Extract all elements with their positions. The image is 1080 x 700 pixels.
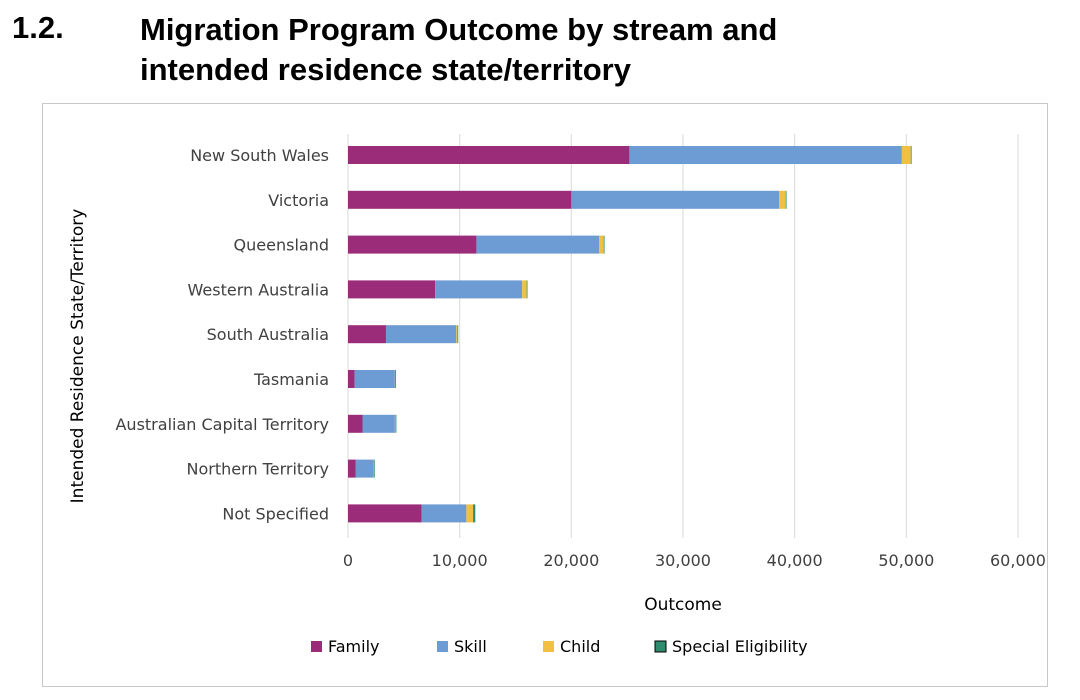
stacked-bar-chart: 0 10,000 20,000 30,000 40,000 50,000 60,000 New… xyxy=(68,134,1046,656)
bar-segment-skill xyxy=(629,146,902,164)
legend-label: Family xyxy=(328,637,379,656)
section-number: 1.2. xyxy=(12,10,64,45)
x-tick-label: 60,000 xyxy=(990,551,1046,570)
bar-segment-special-eligibility xyxy=(526,280,528,299)
legend-swatch-special-eligibility xyxy=(654,640,667,653)
category-label: Western Australia xyxy=(188,280,329,299)
bar-segment-child xyxy=(901,146,911,164)
bar-segment-family xyxy=(348,146,630,164)
legend-label: Skill xyxy=(454,637,487,656)
category-label: Northern Territory xyxy=(187,460,329,479)
bar-segment-special-eligibility xyxy=(473,504,476,523)
category-label: Tasmania xyxy=(253,370,329,389)
heading: 1.2. Migration Program Outcome by stream… xyxy=(0,0,1080,100)
bar-segment-family xyxy=(348,504,422,523)
bar-segment-skill xyxy=(354,370,395,388)
bar-segment-skill xyxy=(421,504,467,523)
legend-label: Child xyxy=(560,637,600,656)
bar-segment-family xyxy=(348,325,386,344)
bar-segment-skill xyxy=(435,280,523,299)
bar-segment-child xyxy=(456,325,458,344)
chart-frame: 0 10,000 20,000 30,000 40,000 50,000 60,000 New… xyxy=(42,103,1048,687)
category-label: Queensland xyxy=(234,236,329,255)
x-tick-label: 50,000 xyxy=(878,551,934,570)
bar-segment-family xyxy=(348,414,363,433)
bar-segment-skill xyxy=(362,414,395,433)
x-tick-label: 40,000 xyxy=(767,551,823,570)
bar-segment-special-eligibility xyxy=(395,370,397,388)
section-title-line-2: intended residence state/territory xyxy=(140,52,631,87)
section-title-line-1: Migration Program Outcome by stream and xyxy=(140,12,778,47)
bar-segment-special-eligibility xyxy=(457,325,459,344)
bar-segment-skill xyxy=(476,235,600,254)
bar-segment-skill xyxy=(571,190,780,209)
bar-segment-child xyxy=(394,414,396,433)
y-axis-title: Intended Residence State/Territory xyxy=(68,209,88,504)
category-label: Victoria xyxy=(268,191,329,210)
bar-segment-child xyxy=(522,280,527,299)
legend-swatch-child xyxy=(543,641,554,652)
bar-segment-skill xyxy=(355,459,374,478)
bar-segment-child xyxy=(779,190,786,209)
bar-segment-family xyxy=(348,280,436,299)
bar-segment-special-eligibility xyxy=(395,414,397,433)
bar-segment-special-eligibility xyxy=(910,146,912,164)
legend-swatch-family xyxy=(311,641,322,652)
legend-swatch-skill xyxy=(437,641,448,652)
bar-segment-family xyxy=(348,459,356,478)
section-title: Migration Program Outcome by stream and … xyxy=(140,10,940,90)
legend-label: Special Eligibility xyxy=(672,637,808,656)
category-label: Not Specified xyxy=(222,504,329,523)
x-axis-title: Outcome xyxy=(644,595,722,615)
bar-segment-special-eligibility xyxy=(785,190,787,209)
bar-segment-family xyxy=(348,235,477,254)
bar-segment-family xyxy=(348,190,572,209)
category-label: South Australia xyxy=(207,325,329,344)
x-tick-label: 20,000 xyxy=(543,551,599,570)
category-label: Australian Capital Territory xyxy=(115,415,329,434)
bar-segment-family xyxy=(348,370,355,388)
bar-segment-special-eligibility xyxy=(603,235,605,254)
x-tick-label: 0 xyxy=(343,551,353,570)
bar-segment-special-eligibility xyxy=(373,459,375,478)
bar-segment-child xyxy=(599,235,604,254)
category-label: New South Wales xyxy=(190,146,329,165)
bar-segment-child xyxy=(466,504,474,523)
x-tick-label: 30,000 xyxy=(655,551,711,570)
x-tick-label: 10,000 xyxy=(432,551,488,570)
bar-segment-skill xyxy=(385,325,457,344)
